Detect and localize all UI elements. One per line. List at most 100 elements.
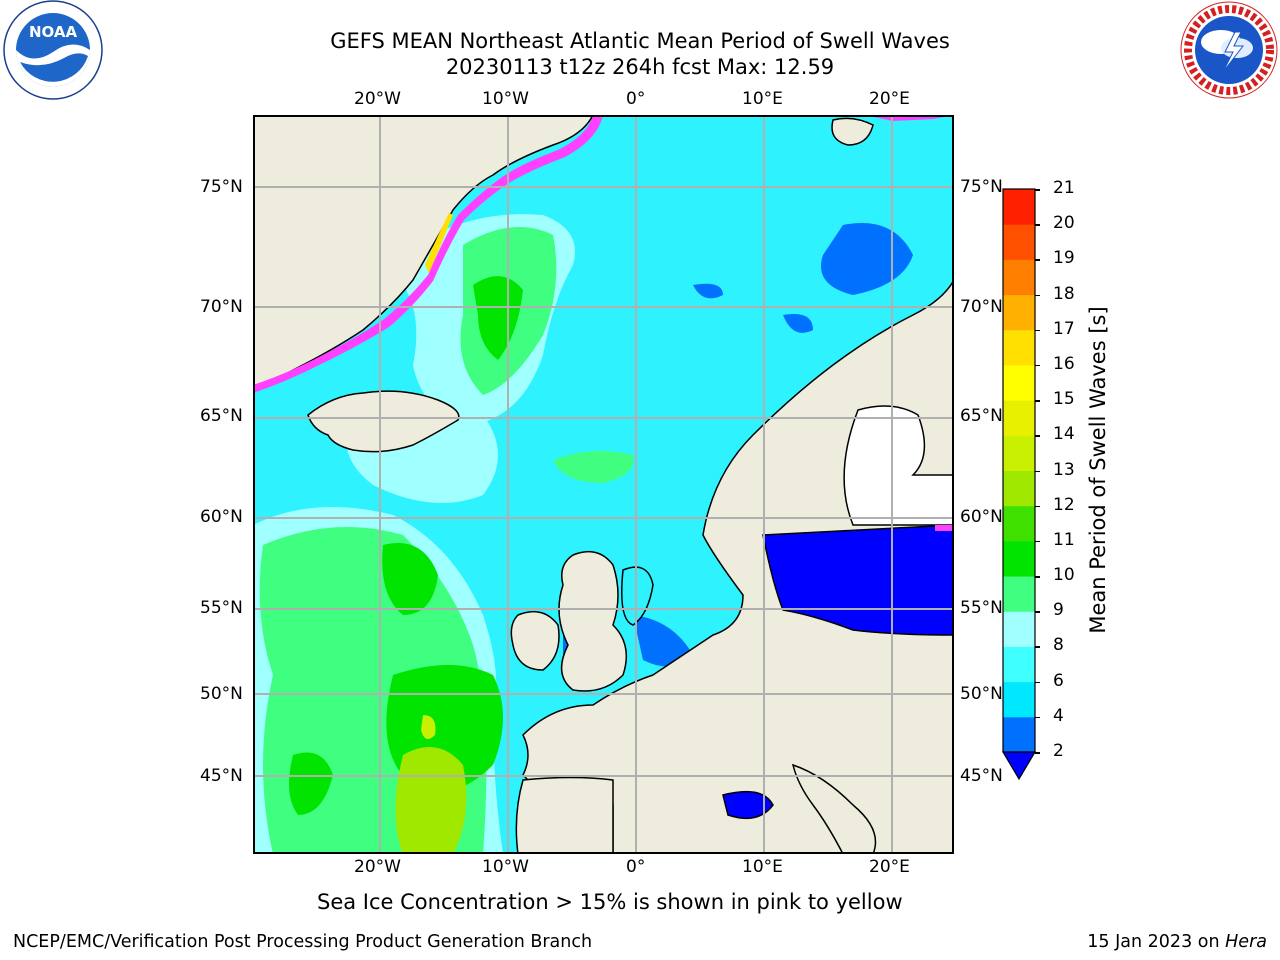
map-frame <box>253 115 954 854</box>
colorbar-segment <box>1003 189 1035 225</box>
colorbar-segment <box>1003 294 1035 331</box>
lat-label-right-65n: 65°N <box>960 406 1003 426</box>
colorbar-tick-mark <box>1035 681 1040 684</box>
colorbar-segment <box>1003 611 1035 647</box>
lon-label-bottom-20e: 20°E <box>869 857 910 877</box>
colorbar-ticks: 2 4 6 8 9 10 11 12 13 14 15 16 17 18 19 20 21 <box>1035 0 1080 960</box>
lon-label-bottom-10e: 10°E <box>742 857 783 877</box>
swell-period-map <box>253 115 954 854</box>
lat-label-right-60n: 60°N <box>960 507 1003 527</box>
italy <box>791 763 877 854</box>
colorbar-segment <box>1003 470 1035 507</box>
lat-label-left-60n: 60°N <box>200 507 243 527</box>
lon-label-top-10e: 10°E <box>742 89 783 109</box>
lon-label-top-10w: 10°W <box>482 89 529 109</box>
lon-label-top-20e: 20°E <box>869 89 910 109</box>
colorbar-segment <box>1003 224 1035 260</box>
sea-ice-note: Sea Ice Concentration > 15% is shown in … <box>317 890 903 914</box>
colorbar-tick-label: 18 <box>1053 283 1075 304</box>
colorbar-segment <box>1003 329 1035 366</box>
iceland <box>307 390 460 453</box>
lat-label-right-55n: 55°N <box>960 598 1003 618</box>
footer-credit: NCEP/EMC/Verification Post Processing Pr… <box>13 932 593 952</box>
tyrrhenian <box>722 790 774 820</box>
colorbar-tick-mark <box>1035 716 1040 719</box>
nws-logo <box>1180 1 1278 99</box>
colorbar-segment <box>1003 716 1035 753</box>
footer-date: 15 Jan 2023 on Hera <box>1087 932 1267 952</box>
map-title: GEFS MEAN Northeast Atlantic Mean Period… <box>330 29 950 53</box>
colorbar-tick-label: 21 <box>1053 178 1075 198</box>
colorbar-segment <box>1003 435 1035 471</box>
lon-label-bottom-0: 0° <box>626 857 646 877</box>
ireland <box>510 610 560 671</box>
colorbar-tick-label: 14 <box>1053 424 1075 445</box>
colorbar-tick-label: 15 <box>1053 389 1075 410</box>
noaa-logo: NOAA <box>3 0 103 100</box>
scandinavia-europe <box>522 279 954 854</box>
lon-label-top-0: 0° <box>626 89 646 109</box>
graticule <box>253 115 954 854</box>
colorbar-tick-label: 12 <box>1053 494 1075 515</box>
lat-label-left-75n: 75°N <box>200 177 243 197</box>
colorbar-tick-mark <box>1035 576 1040 578</box>
colorbar-tick-label: 4 <box>1053 705 1064 726</box>
colorbar <box>1001 188 1037 781</box>
lat-label-left-50n: 50°N <box>200 684 243 704</box>
lon-label-bottom-10w: 10°W <box>482 857 529 877</box>
colorbar-segment <box>1003 540 1035 577</box>
colorbar-tick-mark <box>1035 505 1040 508</box>
colorbar-segment <box>1003 259 1035 296</box>
footer-date-text: 15 Jan 2023 on <box>1087 932 1226 952</box>
colorbar-tick-mark <box>1035 259 1040 261</box>
landmasses <box>253 115 954 854</box>
colorbar-tick-label: 20 <box>1053 213 1075 234</box>
lon-label-bottom-20w: 20°W <box>354 857 401 877</box>
lat-label-right-75n: 75°N <box>960 177 1003 197</box>
colorbar-tick-mark <box>1035 470 1040 472</box>
colorbar-segment <box>1003 681 1035 718</box>
colorbar-tick-mark <box>1035 364 1040 367</box>
colorbar-tick-label: 13 <box>1053 459 1075 480</box>
bothnia-ice <box>843 405 954 526</box>
colorbar-tick-mark <box>1035 435 1040 437</box>
colorbar-tick-label: 17 <box>1053 318 1075 339</box>
colorbar-under-triangle <box>1001 751 1037 781</box>
colorbar-tick-mark <box>1035 400 1040 402</box>
colorbar-segment <box>1003 646 1035 683</box>
colorbar-tick-label: 19 <box>1053 248 1075 269</box>
lat-label-right-70n: 70°N <box>960 297 1003 317</box>
colorbar-tick-mark <box>1035 329 1040 332</box>
colorbar-tick-mark <box>1035 611 1040 613</box>
colorbar-tick-mark <box>1035 224 1040 226</box>
lat-label-right-45n: 45°N <box>960 766 1003 786</box>
colorbar-segment <box>1003 505 1035 542</box>
colorbar-segment <box>1003 364 1035 401</box>
colorbar-tick-label: 11 <box>1053 529 1075 550</box>
lat-label-left-55n: 55°N <box>200 598 243 618</box>
baltic-sea <box>762 524 954 636</box>
colorbar-tick-label: 10 <box>1053 565 1075 586</box>
lat-label-left-65n: 65°N <box>200 406 243 426</box>
colorbar-tick-label: 2 <box>1053 741 1064 761</box>
colorbar-tick-mark <box>1035 646 1040 648</box>
colorbar-tick-label: 9 <box>1053 600 1064 621</box>
colorbar-segment <box>1003 576 1035 612</box>
iberia <box>515 776 614 854</box>
colorbar-tick-mark <box>1035 294 1040 297</box>
great-britain <box>558 550 628 692</box>
colorbar-tick-label: 16 <box>1053 353 1075 374</box>
colorbar-tick-label: 8 <box>1053 635 1064 656</box>
colorbar-tick-mark <box>1035 189 1040 191</box>
colorbar-tick-label: 6 <box>1053 670 1064 691</box>
colorbar-segment <box>1003 400 1035 436</box>
lat-label-left-45n: 45°N <box>200 766 243 786</box>
colorbar-tick-mark <box>1035 752 1040 754</box>
colorbar-tick-mark <box>1035 540 1040 543</box>
lon-label-top-20w: 20°W <box>354 89 401 109</box>
footer-host: Hera <box>1225 932 1267 952</box>
map-subtitle: 20230113 t12z 264h fcst Max: 12.59 <box>445 55 835 79</box>
noaa-logo-text: NOAA <box>29 23 78 41</box>
lat-label-left-70n: 70°N <box>200 297 243 317</box>
svalbard <box>831 117 874 146</box>
